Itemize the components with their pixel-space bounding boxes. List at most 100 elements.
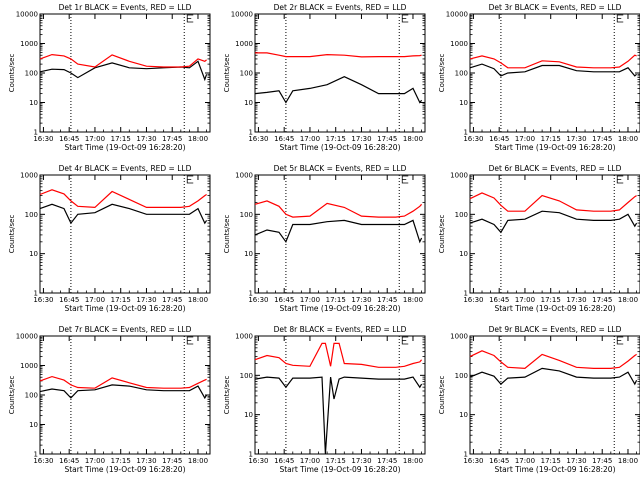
detector-panel-6: Det 6r BLACK = Events, RED = LLD 1 10 100 10…: [438, 164, 640, 313]
detector-panel-2: Det 2r BLACK = Events, RED = LLD 1 10 100 10…: [223, 3, 426, 152]
detector-panel-4: Det 4r BLACK = Events, RED = LLD 1 10 100 10…: [8, 164, 211, 313]
y-axis-label: Counts/sec: [223, 54, 231, 93]
series-line-events: [39, 60, 208, 82]
y-tick-label: 100: [25, 211, 38, 219]
y-axis-label: Counts/sec: [223, 376, 231, 415]
detector-panel-8: Det 8r BLACK = Events, RED = LLD 1 10 100 10…: [223, 325, 426, 474]
x-tick-label: 17:00: [515, 296, 535, 304]
x-tick-label: 16:30: [463, 135, 483, 143]
x-tick-label: 16:45: [274, 296, 294, 304]
y-tick-label: 1: [34, 451, 38, 459]
y-tick-label: 10: [244, 411, 253, 419]
y-tick-label: 1: [249, 129, 253, 137]
x-tick-label: 18:00: [403, 296, 423, 304]
marker-e-glyph: [616, 175, 624, 184]
marker-e-glyph: [401, 175, 409, 184]
x-tick-label: 16:30: [248, 457, 268, 465]
x-tick-label: 17:45: [162, 135, 182, 143]
marker-e-glyph: [616, 14, 624, 23]
x-tick-label: 17:00: [515, 135, 535, 143]
y-tick-label: 10: [244, 250, 253, 258]
x-tick-label: 18:00: [618, 296, 638, 304]
marker-e-glyph: [401, 14, 409, 23]
detector-panel-9: Det 9r BLACK = Events, RED = LLD 1 10 100 10…: [438, 325, 640, 474]
x-tick-label: 16:30: [463, 296, 483, 304]
y-tick-label: 10: [459, 99, 468, 107]
panel-title: Det 6r BLACK = Events, RED = LLD: [489, 164, 622, 173]
x-tick-label: 17:15: [111, 296, 131, 304]
y-tick-label: 10000: [16, 333, 38, 341]
x-tick-label: 18:00: [403, 135, 423, 143]
y-tick-label: 1000: [20, 172, 38, 180]
series-line-events: [39, 203, 208, 225]
x-tick-label: 16:30: [248, 135, 268, 143]
x-tick-label: 16:45: [274, 457, 294, 465]
y-tick-label: 100: [455, 70, 468, 78]
plot-frame: [254, 13, 426, 133]
x-tick-label: 16:45: [489, 135, 509, 143]
plot-frame: [254, 335, 426, 455]
x-axis-label: Start Time (19-Oct-09 16:28:20): [494, 304, 615, 313]
x-tick-label: 16:45: [59, 296, 79, 304]
y-tick-label: 100: [455, 372, 468, 380]
x-tick-label: 16:45: [489, 296, 509, 304]
plot-frame: [39, 13, 211, 133]
x-tick-label: 16:45: [489, 457, 509, 465]
x-tick-label: 16:30: [33, 296, 53, 304]
plot-frame: [469, 335, 640, 455]
x-tick-label: 18:00: [618, 135, 638, 143]
x-tick-label: 17:15: [326, 457, 346, 465]
x-tick-label: 17:00: [300, 296, 320, 304]
x-tick-label: 18:00: [403, 457, 423, 465]
x-tick-label: 17:00: [515, 457, 535, 465]
x-tick-label: 17:15: [111, 135, 131, 143]
detector-panel-1: Det 1r BLACK = Events, RED = LLD 1 10 100 10…: [8, 3, 211, 152]
y-tick-label: 1000: [450, 40, 468, 48]
plot-frame: [39, 335, 211, 455]
panel-title: Det 5r BLACK = Events, RED = LLD: [274, 164, 407, 173]
x-tick-label: 17:30: [136, 135, 156, 143]
series-line-lld: [39, 53, 207, 68]
y-tick-label: 1: [34, 290, 38, 298]
x-tick-label: 17:15: [111, 457, 131, 465]
plot-frame: [469, 174, 640, 294]
y-tick-label: 1: [249, 290, 253, 298]
panel-title: Det 2r BLACK = Events, RED = LLD: [274, 3, 407, 12]
x-tick-label: 17:30: [351, 135, 371, 143]
panel-title: Det 7r BLACK = Events, RED = LLD: [59, 325, 192, 334]
x-tick-label: 17:30: [351, 457, 371, 465]
y-tick-label: 100: [240, 211, 253, 219]
x-tick-label: 17:15: [541, 296, 561, 304]
detector-panel-5: Det 5r BLACK = Events, RED = LLD 1 10 100 10…: [223, 164, 426, 313]
series-line-lld: [469, 192, 637, 212]
y-tick-label: 100: [240, 70, 253, 78]
x-tick-label: 16:30: [248, 296, 268, 304]
x-tick-label: 18:00: [188, 457, 208, 465]
marker-e-glyph: [186, 175, 194, 184]
series-line-events: [469, 210, 638, 234]
x-tick-label: 17:30: [566, 296, 586, 304]
y-axis-label: Counts/sec: [438, 215, 446, 254]
y-tick-label: 1: [464, 290, 468, 298]
x-tick-label: 17:00: [300, 457, 320, 465]
y-tick-label: 10: [29, 250, 38, 258]
x-tick-label: 17:45: [377, 457, 397, 465]
x-axis-label: Start Time (19-Oct-09 16:28:20): [494, 143, 615, 152]
x-axis-label: Start Time (19-Oct-09 16:28:20): [279, 465, 400, 474]
x-axis-label: Start Time (19-Oct-09 16:28:20): [64, 465, 185, 474]
y-tick-label: 1: [464, 451, 468, 459]
x-tick-label: 17:15: [326, 135, 346, 143]
y-axis-label: Counts/sec: [223, 215, 231, 254]
y-tick-label: 10: [29, 99, 38, 107]
x-axis-label: Start Time (19-Oct-09 16:28:20): [64, 304, 185, 313]
x-tick-label: 18:00: [188, 296, 208, 304]
y-tick-label: 1: [249, 451, 253, 459]
x-tick-label: 16:45: [274, 135, 294, 143]
x-tick-label: 17:30: [136, 457, 156, 465]
x-tick-label: 16:45: [59, 135, 79, 143]
x-tick-label: 17:45: [377, 135, 397, 143]
series-line-lld: [39, 189, 207, 209]
x-axis-label: Start Time (19-Oct-09 16:28:20): [64, 143, 185, 152]
x-tick-label: 17:00: [85, 135, 105, 143]
